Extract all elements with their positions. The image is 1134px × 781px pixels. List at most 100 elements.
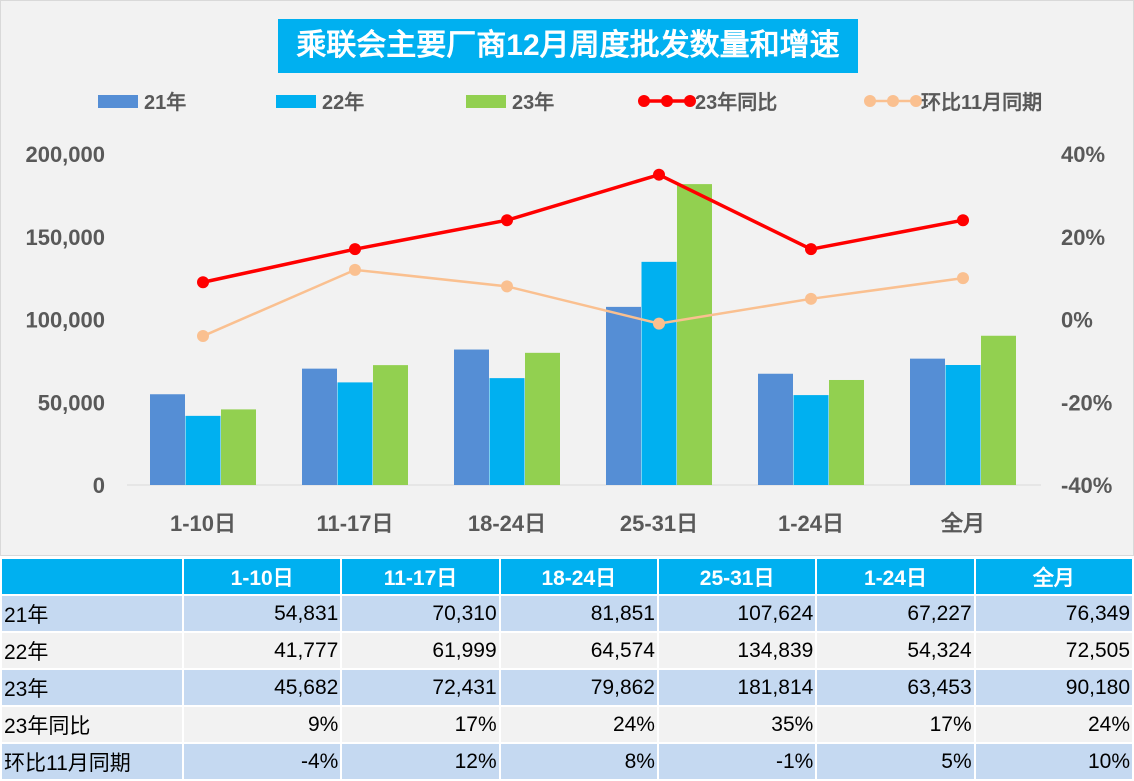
legend-label: 21年 [144, 90, 186, 114]
bar-21年 [606, 306, 641, 485]
bar-23年 [981, 335, 1016, 485]
table-cell: 41,777 [181, 631, 343, 670]
point-环比11月同期 [805, 292, 817, 305]
x-tick-label: 18-24日 [468, 511, 546, 536]
bar-21年 [454, 349, 489, 485]
bar-21年 [910, 358, 945, 485]
data-table: 1-10日 11-17日 18-24日 25-31日 1-24日 全月 21年 54,831… [0, 557, 1134, 781]
table-cell: 24% [498, 705, 659, 744]
bar-21年 [758, 373, 793, 485]
table-cell: 72,431 [340, 668, 501, 707]
y-left-tick-label: 100,000 [25, 308, 105, 333]
table-cell: 54,324 [815, 631, 976, 670]
y-left-tick-label: 50,000 [38, 390, 105, 415]
table-header-cell: 11-17日 [340, 557, 501, 596]
point-23年同比 [197, 276, 209, 289]
bar-22年 [489, 378, 525, 485]
table-header-row: 1-10日 11-17日 18-24日 25-31日 1-24日 全月 [0, 557, 1134, 596]
legend-marker [887, 95, 899, 107]
bar-22年 [641, 261, 677, 485]
y-right-tick-label: -20% [1061, 390, 1112, 415]
point-环比11月同期 [957, 272, 969, 285]
table-cell: 76,349 [973, 594, 1134, 633]
row-label: 23年 [0, 668, 184, 707]
x-tick-label: 11-17日 [316, 511, 393, 536]
bar-21年 [150, 394, 185, 485]
legend-marker [638, 95, 650, 107]
legend-marker [684, 95, 696, 107]
table-cell: 134,839 [656, 631, 818, 670]
x-tick-label: 1-10日 [170, 511, 236, 536]
x-tick-label: 25-31日 [620, 511, 698, 536]
bar-22年 [185, 415, 221, 485]
legend-label: 23年 [512, 90, 554, 114]
table-row: 环比11月同期 -4% 12% 8% -1% 5% 10% [0, 742, 1134, 781]
table-cell: 61,999 [340, 631, 501, 670]
legend-swatch [98, 95, 138, 108]
point-23年同比 [501, 214, 513, 227]
bar-23年 [373, 365, 408, 485]
line-23年同比 [202, 172, 964, 284]
legend-label: 环比11月同期 [921, 91, 1042, 114]
point-23年同比 [349, 243, 361, 256]
legend-marker [864, 95, 876, 107]
table-cell: 45,682 [181, 668, 343, 707]
table-cell: 67,227 [815, 594, 976, 633]
bar-22年 [793, 395, 829, 485]
point-环比11月同期 [501, 280, 513, 293]
table-cell: -1% [656, 742, 818, 781]
table-row: 23年同比 9% 17% 24% 35% 17% 24% [0, 705, 1134, 744]
table-header-cell [0, 557, 184, 596]
table-cell: 10% [973, 742, 1134, 781]
table-header-cell: 18-24日 [498, 557, 659, 596]
legend-marker [910, 95, 922, 107]
table-header-cell: 25-31日 [656, 557, 818, 596]
legend-marker [661, 95, 673, 107]
table-cell: 63,453 [815, 668, 976, 707]
bar-23年 [677, 184, 712, 485]
row-label: 环比11月同期 [0, 742, 184, 781]
table-header-cell: 1-10日 [181, 557, 343, 596]
chart-svg: 0 50,000 100,000 150,000 200,000 -40% -20% 0% 20… [25, 90, 1112, 536]
row-label: 23年同比 [0, 705, 184, 744]
bar-23年 [525, 352, 560, 485]
bar-23年 [829, 379, 864, 485]
point-环比11月同期 [653, 317, 665, 330]
y-left-tick-label: 150,000 [25, 225, 105, 250]
y-right-tick-label: -40% [1061, 473, 1112, 498]
line-环比11月同期 [202, 268, 964, 338]
x-tick-label: 1-24日 [778, 511, 844, 536]
row-label: 22年 [0, 631, 184, 670]
table-cell: 5% [815, 742, 976, 781]
table-row: 22年 41,777 61,999 64,574 134,839 54,324 72,505 [0, 631, 1134, 670]
table-cell: 8% [498, 742, 659, 781]
bar-21年 [302, 368, 337, 485]
table-cell: 35% [656, 705, 818, 744]
legend-swatch [466, 95, 506, 108]
table-header-cell: 1-24日 [815, 557, 976, 596]
table-cell: 17% [815, 705, 976, 744]
point-23年同比 [653, 168, 665, 181]
table-row: 21年 54,831 70,310 81,851 107,624 67,227 76,349 [0, 594, 1134, 633]
table-cell: 17% [340, 705, 501, 744]
point-23年同比 [805, 243, 817, 256]
chart-title: 乘联会主要厂商12月周度批发数量和增速 [278, 19, 858, 73]
y-left-tick-label: 0 [93, 473, 105, 498]
table-cell: 107,624 [656, 594, 818, 633]
legend-label: 23年同比 [695, 90, 777, 114]
bar-22年 [945, 365, 981, 485]
table-cell: 72,505 [973, 631, 1134, 670]
table-cell: 64,574 [498, 631, 659, 670]
chart-area: 乘联会主要厂商12月周度批发数量和增速 0 50,000 100,000 150,00… [0, 0, 1134, 556]
row-label: 21年 [0, 594, 184, 633]
y-right-tick-label: 20% [1061, 225, 1105, 250]
legend-swatch [276, 95, 316, 108]
table-cell: 9% [181, 705, 343, 744]
point-环比11月同期 [197, 330, 209, 343]
point-23年同比 [957, 214, 969, 227]
legend-label: 22年 [322, 90, 364, 114]
table-cell: 70,310 [340, 594, 501, 633]
table-cell: -4% [181, 742, 343, 781]
table-cell: 90,180 [973, 668, 1134, 707]
bar-23年 [221, 409, 256, 485]
